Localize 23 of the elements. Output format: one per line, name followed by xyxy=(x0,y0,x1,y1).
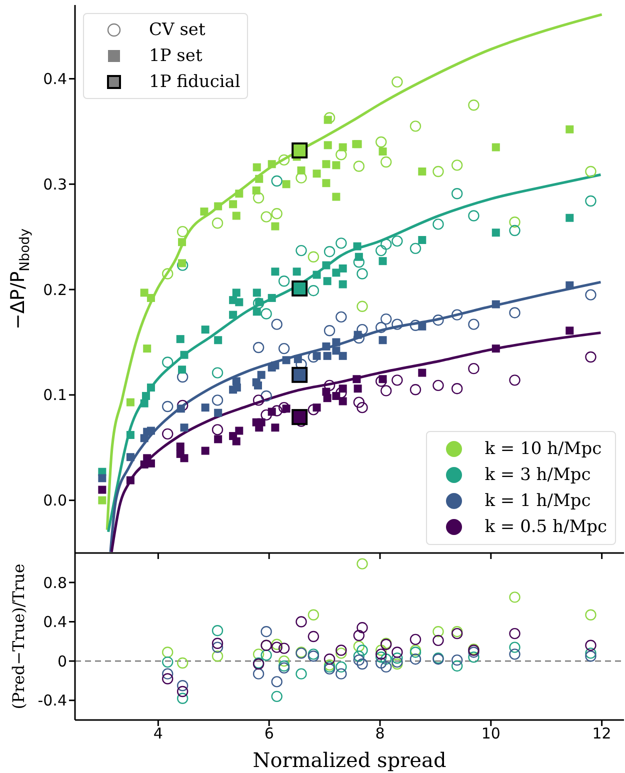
y-tick-label: 0 xyxy=(57,652,67,670)
y-tick-label: 0.4 xyxy=(43,70,67,88)
y-tick-label: 0.3 xyxy=(43,175,67,194)
y-tick-label: -0.4 xyxy=(38,692,67,710)
y-tick-label: 0.0 xyxy=(43,492,67,510)
legend-label: k = 10 h/Mpc xyxy=(484,439,602,459)
y-tick-label: 0.1 xyxy=(43,386,67,404)
y-tick-label: 0.2 xyxy=(43,280,67,299)
legend-label: k = 1 h/Mpc xyxy=(484,491,591,511)
y-tick-label: 0.4 xyxy=(43,613,67,632)
x-tick-label: 6 xyxy=(264,724,274,743)
x-axis-title: Normalized spread xyxy=(252,748,446,772)
legend-label: k = 3 h/Mpc xyxy=(484,465,591,485)
x-tick-label: 4 xyxy=(153,724,163,743)
x-tick-label: 10 xyxy=(481,724,500,743)
x-tick-label: 8 xyxy=(375,724,385,743)
x-tick-label: 12 xyxy=(592,724,612,743)
annotation: CV set xyxy=(149,20,206,40)
y-axis-title: (Pred−True)/True xyxy=(8,564,28,710)
annotation: 1P set xyxy=(149,46,202,66)
y-tick-label: 0.8 xyxy=(43,574,67,592)
legend-label: k = 0.5 h/Mpc xyxy=(484,517,607,537)
annotation: 1P fiducial xyxy=(149,72,240,92)
